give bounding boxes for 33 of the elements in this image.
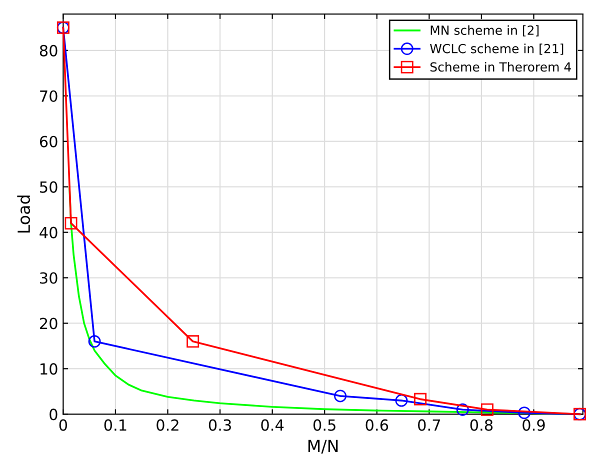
x-tick-label: 0.1 [104, 419, 126, 431]
point [456, 403, 469, 416]
x-tick-label: 0.6 [366, 419, 388, 431]
legend-label: Scheme in Therorem 4 [430, 62, 571, 72]
legend-label: MN scheme in [2] [430, 25, 539, 36]
point [334, 390, 347, 402]
x-tick-label: 0.5 [313, 419, 336, 431]
x-tick-label: 0.7 [418, 419, 440, 431]
point [414, 392, 427, 406]
x-tick-label: 0 [59, 419, 68, 431]
x-tick-label: 0.4 [261, 419, 284, 431]
y-tick-label: 10 [40, 363, 58, 375]
legend-label: WCLC scheme in [21] [430, 44, 564, 55]
y-tick-label: 80 [40, 44, 58, 56]
y-tick-label: 0 [50, 408, 58, 420]
y-axis-title: Load [17, 196, 30, 232]
point [186, 335, 200, 348]
y-tick-label: 40 [40, 226, 58, 238]
point [480, 403, 494, 416]
x-tick-label: 0.8 [470, 419, 493, 431]
x-tick-label: 0.2 [156, 419, 178, 431]
point [518, 406, 531, 420]
x-tick-label: 0.3 [208, 419, 231, 431]
point [88, 335, 101, 348]
x-tick-label: 0.9 [522, 419, 545, 431]
y-tick-label: 70 [40, 90, 58, 102]
point [64, 216, 78, 230]
y-tick-label: 20 [40, 318, 58, 330]
y-tick-label: 50 [40, 181, 58, 193]
y-tick-label: 60 [40, 136, 58, 148]
point [395, 394, 408, 407]
x-axis-title: M/N [308, 440, 338, 454]
y-tick-label: 30 [40, 272, 58, 284]
